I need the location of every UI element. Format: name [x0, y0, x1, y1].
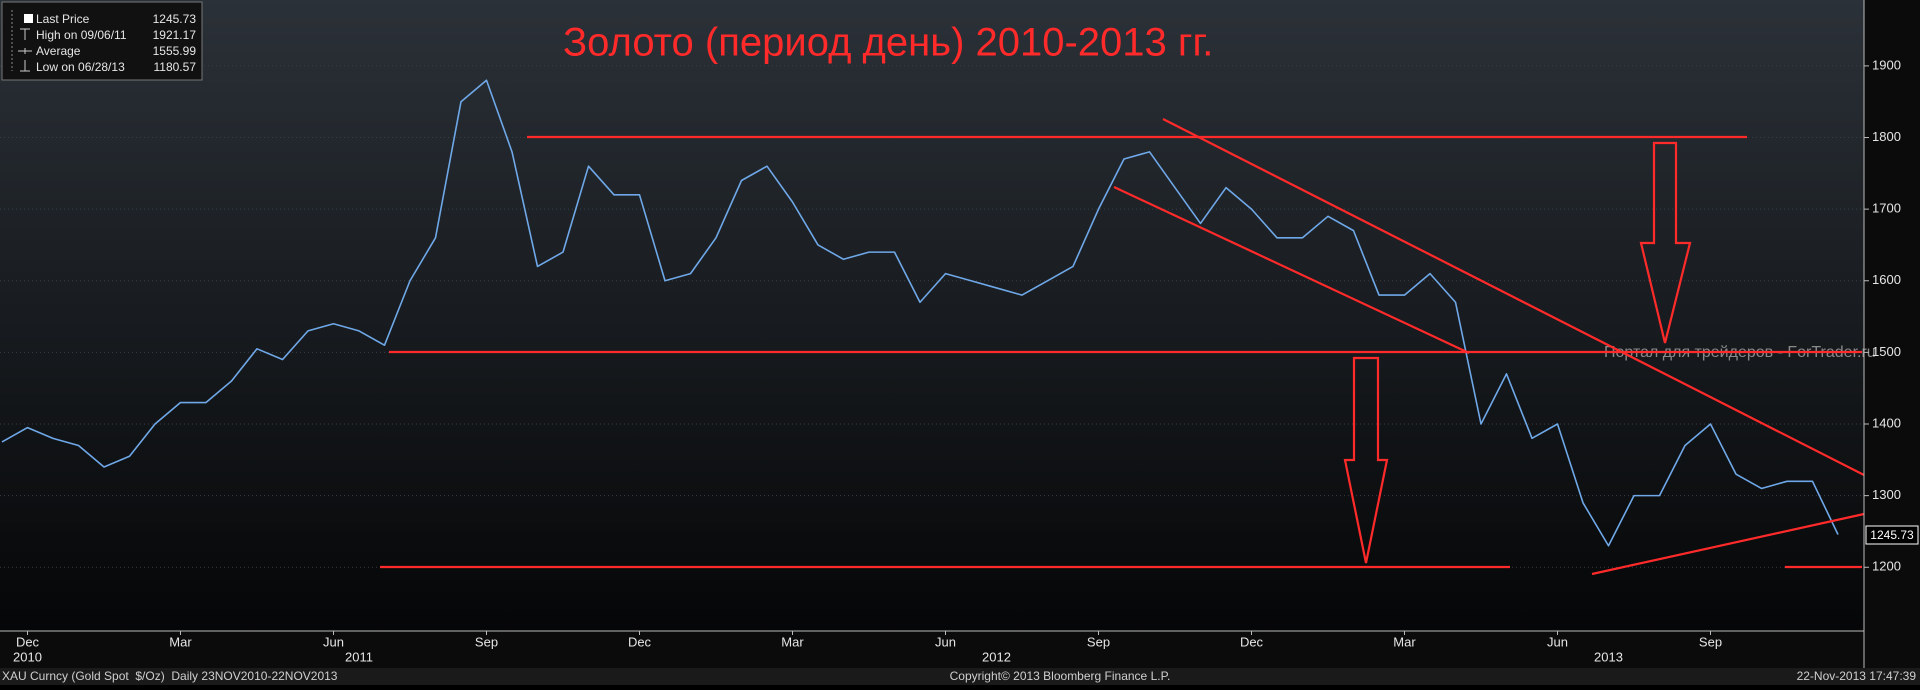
y-tick-label: 1900: [1872, 57, 1901, 72]
x-tick-label: Sep: [475, 634, 498, 649]
y-tick-label: 1600: [1872, 272, 1901, 287]
triangle-line: [1591, 512, 1865, 576]
channel-line: [1113, 186, 1470, 354]
year-label: 2010: [13, 649, 42, 664]
x-tick-label: Sep: [1087, 634, 1110, 649]
legend-label: High on 09/06/11: [36, 28, 127, 42]
x-tick-label: Jun: [323, 634, 344, 649]
footer-right: 22-Nov-2013 17:47:39: [1797, 669, 1917, 683]
legend-value: 1180.57: [154, 60, 197, 74]
x-tick-label: Mar: [1393, 634, 1416, 649]
price-tag-label: 1245.73: [1870, 528, 1914, 542]
y-tick-label: 1300: [1872, 487, 1901, 502]
x-tick-label: Jun: [935, 634, 956, 649]
legend-value: 1921.17: [153, 28, 197, 42]
x-tick-label: Dec: [628, 634, 652, 649]
trend-line: [1162, 118, 1865, 476]
legend-value: 1245.73: [153, 12, 197, 26]
legend-label: Average: [36, 44, 81, 58]
footer-background: [0, 668, 1920, 685]
x-tick-label: Mar: [169, 634, 192, 649]
legend-label: Last Price: [36, 12, 90, 26]
y-tick-label: 1700: [1872, 201, 1901, 216]
year-label: 2011: [345, 649, 373, 664]
year-label: 2013: [1594, 649, 1623, 664]
x-tick-label: Dec: [1240, 634, 1264, 649]
price-tag: [1865, 525, 1919, 545]
plot-background: [0, 0, 1864, 631]
y-tick-label: 1800: [1872, 129, 1901, 144]
legend-icon: [20, 60, 30, 72]
legend: [1, 1, 203, 81]
down-arrow: [1343, 356, 1389, 564]
price-line: [1, 79, 1839, 547]
legend-label: Low on 06/28/13: [36, 60, 125, 74]
down-arrow: [1639, 141, 1692, 344]
y-tick-label: 1200: [1872, 559, 1901, 574]
legend-icon: [20, 28, 30, 40]
x-tick-label: Sep: [1699, 634, 1722, 649]
x-axis-background: [0, 631, 1864, 668]
legend-icon: [18, 48, 32, 54]
x-tick-label: Mar: [781, 634, 804, 649]
axis-background: [1864, 0, 1920, 668]
y-tick-label: 1400: [1872, 415, 1901, 430]
footer-center: Copyright© 2013 Bloomberg Finance L.P.: [950, 669, 1171, 683]
chart-title: Золото (период день) 2010-2013 гг.: [563, 21, 1213, 65]
legend-box: [1, 1, 203, 81]
legend-icon: [24, 14, 33, 23]
x-tick-label: Jun: [1547, 634, 1568, 649]
footer-left: XAU Curncy (Gold Spot $/Oz) Daily 23NOV2…: [2, 669, 338, 683]
year-label: 2012: [982, 649, 1011, 664]
legend-value: 1555.99: [153, 44, 197, 58]
x-tick-label: Dec: [16, 634, 40, 649]
y-tick-label: 1500: [1872, 344, 1901, 359]
